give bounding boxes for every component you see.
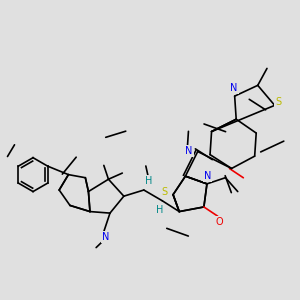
Text: N: N <box>230 83 238 93</box>
Text: S: S <box>275 97 281 107</box>
Text: N: N <box>102 232 109 242</box>
Text: H: H <box>145 176 152 186</box>
Text: H: H <box>155 205 163 215</box>
Text: N: N <box>204 171 211 181</box>
Text: N: N <box>185 146 193 156</box>
Text: S: S <box>161 187 167 197</box>
Text: O: O <box>215 217 223 227</box>
